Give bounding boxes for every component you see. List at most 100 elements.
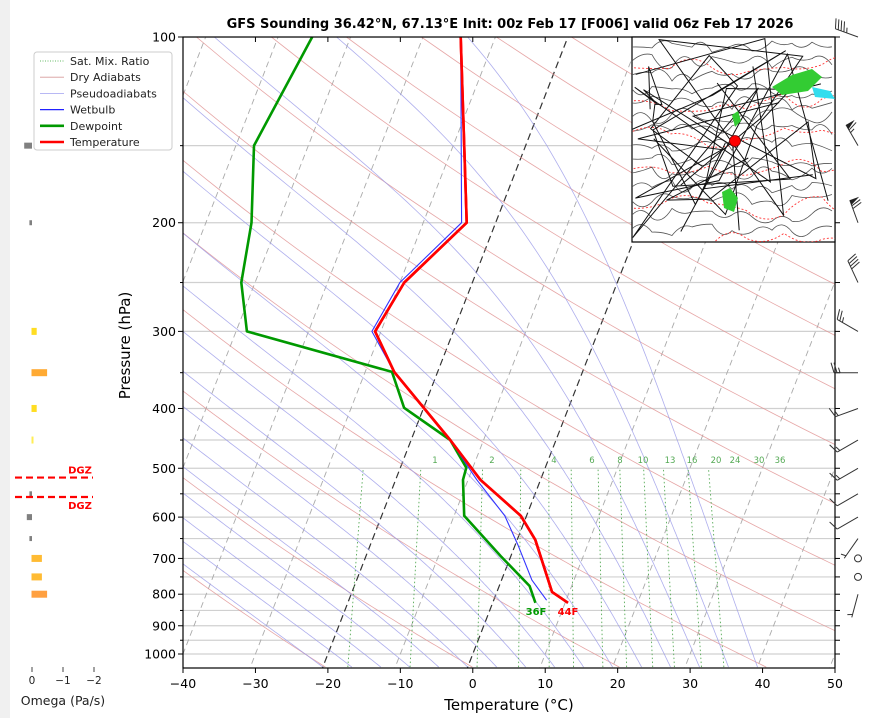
wind-barb-full: [834, 18, 837, 29]
map-height-contour: [632, 93, 835, 112]
pseudoadiabat-line: [183, 517, 382, 668]
wind-barb-shaft: [835, 408, 859, 418]
wind-barb-half: [840, 553, 847, 557]
dry-adiabat-line: [271, 37, 835, 390]
legend-label: Pseudoadiabats: [70, 87, 157, 100]
pseudoadiabat-line: [213, 37, 700, 668]
omega-bar: [26, 514, 32, 521]
pseudoadiabat-line: [183, 466, 439, 668]
wind-barb-half: [838, 367, 841, 373]
wind-barb-full: [828, 408, 836, 417]
mixing-ratio-line: [409, 468, 422, 668]
wind-barb-half: [835, 446, 841, 451]
x-tick-label: 40: [755, 676, 771, 691]
legend: Sat. Mix. Ratio Dry Adiabats Pseudoadiabat…: [33, 51, 173, 151]
y-tick-label: 500: [152, 461, 176, 476]
calm-wind-circle: [854, 572, 862, 581]
series-temperature-line-top: [373, 36, 569, 604]
legend-label: Dry Adiabats: [70, 71, 141, 84]
wind-barb-flag: [849, 196, 860, 205]
isotherm-line: [183, 37, 279, 283]
chart-title: GFS Sounding 36.42°N, 67.13°E Init: 00z …: [227, 17, 794, 32]
mixing-ratio-line: [619, 468, 628, 668]
series-dewpoint-line: [240, 36, 537, 604]
map-pressure-contour: [632, 223, 833, 237]
mixing-ratio-label: 8: [617, 456, 622, 466]
map-height-contour: [632, 195, 835, 220]
map-pressure-contour: [632, 66, 833, 82]
wind-barb-flag: [846, 119, 855, 130]
omega-bar: [31, 369, 48, 377]
dgz-label: DGZ: [68, 466, 92, 477]
wind-barb-full: [851, 199, 861, 207]
wind-barb-half: [834, 411, 839, 416]
dry-adiabat-line: [346, 37, 835, 336]
map-pressure-contour: [632, 179, 833, 194]
x-tick-label: 10: [537, 676, 553, 691]
mixing-ratio-line: [347, 468, 364, 668]
pseudoadiabat-line: [183, 170, 642, 668]
mixing-ratio-line: [476, 468, 484, 668]
map-pressure-contour: [632, 207, 833, 224]
map-pressure-contour: [632, 166, 833, 181]
pseudoadiabat-line: [183, 370, 526, 668]
wind-barbs: [828, 18, 862, 618]
wind-barb-full: [829, 444, 838, 453]
map-inset: [631, 36, 836, 243]
legend-box: [33, 51, 173, 151]
x-tick-label: 0: [469, 676, 477, 691]
omega-bar: [31, 554, 42, 562]
wind-barb-shaft: [843, 538, 859, 559]
omega-bar: [29, 491, 32, 497]
pseudoadiabat-line: [183, 492, 410, 668]
isotherm-line: [249, 37, 496, 668]
y-tick-label: 800: [152, 587, 176, 602]
omega-bar: [29, 536, 32, 542]
omega-bar: [31, 327, 37, 335]
omega-bar: [29, 220, 32, 226]
dry-adiabat-line: [183, 309, 767, 668]
isotherm-line: [756, 466, 835, 668]
isotherm-line: [183, 37, 424, 656]
x-tick-label: −20: [315, 676, 341, 691]
x-tick-label: 50: [827, 676, 843, 691]
omega-tick-label: −1: [55, 675, 70, 687]
omega-panel: 0 −1 −2 Omega (Pa/s) DGZ DGZ: [15, 142, 105, 708]
isotherm-line: [394, 37, 641, 668]
wind-barb-full: [836, 309, 841, 320]
isotherm-line: [321, 37, 569, 668]
dry-adiabat-line: [183, 232, 835, 632]
map-precip-area: [812, 87, 835, 99]
map-pressure-contour: [632, 153, 833, 168]
wind-barb-full: [851, 261, 860, 270]
y-tick-label: 900: [152, 618, 176, 633]
y-tick-label: 400: [152, 401, 176, 416]
mixing-ratio-label: 4: [551, 456, 556, 466]
x-axis-label: Temperature (°C): [443, 696, 573, 714]
dry-adiabat-line: [196, 37, 835, 446]
x-tick-label: 30: [682, 676, 698, 691]
dry-adiabat-line: [183, 90, 835, 504]
wind-barb-shaft: [836, 493, 859, 507]
map-pressure-contour: [632, 122, 833, 135]
surface-dewpoint-label: 36F: [526, 607, 547, 618]
plot-area: [183, 37, 835, 668]
series-temperature-line: [373, 36, 569, 604]
map-content: [632, 37, 835, 242]
map-border-line: [666, 83, 822, 201]
wind-barb-full: [829, 498, 838, 507]
pseudoadiabat-line: [183, 405, 497, 668]
wind-barb-shaft: [836, 516, 859, 530]
map-border-line: [635, 37, 804, 217]
wind-barb-full: [839, 310, 843, 321]
mixing-ratio-label: 24: [730, 456, 741, 466]
mixing-ratio-label: 1: [432, 456, 437, 466]
pseudoadiabat-line: [183, 97, 671, 668]
wind-barb-full: [847, 253, 856, 262]
omega-bar: [31, 404, 37, 412]
wind-barb-full: [829, 472, 838, 481]
isotherm-line: [183, 37, 352, 470]
dry-adiabat-line: [183, 159, 835, 566]
map-precip-area: [732, 111, 741, 127]
wind-barb-full: [840, 20, 843, 31]
